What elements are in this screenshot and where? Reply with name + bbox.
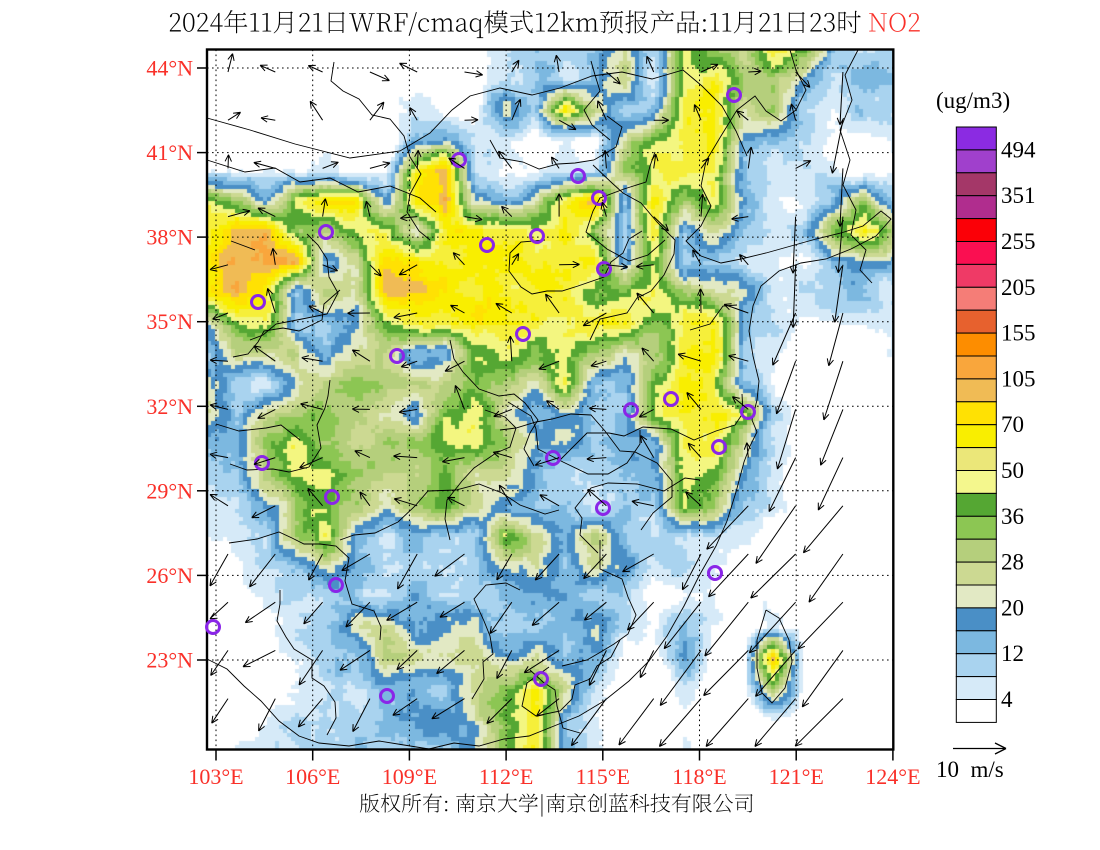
svg-text:20: 20 (1001, 595, 1024, 620)
svg-text:4: 4 (1001, 687, 1013, 712)
svg-text:36: 36 (1001, 504, 1024, 529)
svg-text:(ug/m3): (ug/m3) (936, 88, 1010, 113)
svg-text:26°N: 26°N (146, 563, 193, 588)
svg-text:103°E: 103°E (188, 764, 243, 789)
svg-text:118°E: 118°E (672, 764, 726, 789)
svg-text:32°N: 32°N (146, 394, 193, 419)
svg-text:494: 494 (1001, 137, 1036, 162)
svg-text:121°E: 121°E (769, 764, 824, 789)
svg-text:70: 70 (1001, 412, 1024, 437)
svg-text:10 m/s: 10 m/s (936, 757, 1004, 782)
svg-text:351: 351 (1001, 183, 1036, 208)
svg-text:115°E: 115°E (576, 764, 630, 789)
svg-text:205: 205 (1001, 275, 1036, 300)
svg-text:38°N: 38°N (146, 225, 193, 250)
svg-text:105: 105 (1001, 366, 1036, 391)
svg-text:23°N: 23°N (146, 648, 193, 673)
svg-text:29°N: 29°N (146, 478, 193, 503)
svg-text:106°E: 106°E (285, 764, 340, 789)
svg-text:28: 28 (1001, 550, 1024, 575)
svg-text:12: 12 (1001, 641, 1024, 666)
svg-text:112°E: 112°E (479, 764, 533, 789)
svg-text:44°N: 44°N (146, 56, 193, 81)
svg-text:255: 255 (1001, 229, 1036, 254)
svg-text:41°N: 41°N (146, 140, 193, 165)
svg-text:50: 50 (1001, 458, 1024, 483)
svg-text:155: 155 (1001, 321, 1036, 346)
svg-text:124°E: 124°E (865, 764, 920, 789)
svg-text:35°N: 35°N (146, 309, 193, 334)
svg-text:109°E: 109°E (382, 764, 437, 789)
